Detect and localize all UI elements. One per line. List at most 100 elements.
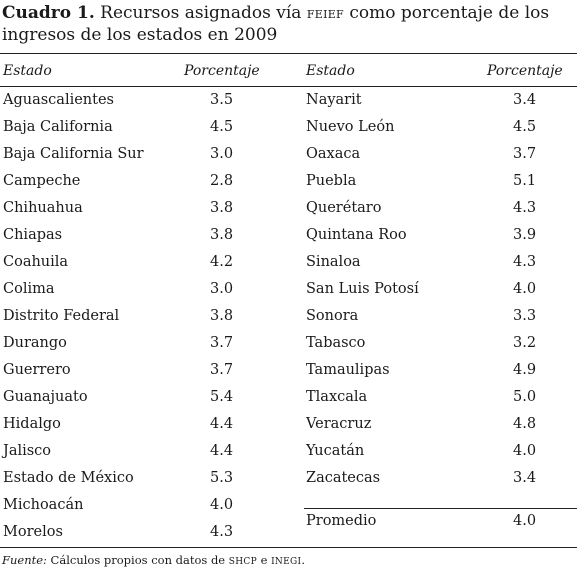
percent-value: 4.4 bbox=[210, 416, 234, 432]
percent-value: 3.5 bbox=[210, 92, 234, 108]
table-row: Baja California Sur 3.0 bbox=[3, 143, 293, 170]
percent-value: 4.8 bbox=[513, 416, 537, 432]
percent-value: 3.8 bbox=[210, 308, 234, 324]
percent-value: 3.4 bbox=[513, 92, 537, 108]
source-text-a: Cálculos propios con datos de bbox=[46, 553, 229, 567]
state-name: Tamaulipas bbox=[306, 362, 390, 378]
state-name: Querétaro bbox=[306, 200, 382, 216]
table-row: Zacatecas 3.4 bbox=[306, 467, 577, 494]
percent-value: 2.8 bbox=[210, 173, 234, 189]
percent-value: 4.4 bbox=[210, 443, 234, 459]
table-row: Sinaloa 4.3 bbox=[306, 251, 577, 278]
state-name: Chiapas bbox=[3, 227, 63, 243]
state-name: Tlaxcala bbox=[306, 389, 368, 405]
table-row: Chihuahua 3.8 bbox=[3, 197, 293, 224]
state-name: Baja California Sur bbox=[3, 146, 144, 162]
percent-value: 3.7 bbox=[513, 146, 537, 162]
state-name: Jalisco bbox=[3, 443, 52, 459]
caption-label: Cuadro 1. bbox=[2, 3, 95, 23]
state-name: Hidalgo bbox=[3, 416, 61, 432]
percent-value: 5.3 bbox=[210, 470, 234, 486]
table-row: Guerrero 3.7 bbox=[3, 359, 293, 386]
percent-value: 3.8 bbox=[210, 227, 234, 243]
state-name: Campeche bbox=[3, 173, 81, 189]
table-row: Guanajuato 5.4 bbox=[3, 386, 293, 413]
state-name: Chihuahua bbox=[3, 200, 83, 216]
percent-value: 3.7 bbox=[210, 335, 234, 351]
percent-value: 4.3 bbox=[513, 200, 537, 216]
state-name: Distrito Federal bbox=[3, 308, 120, 324]
table-row: Morelos 4.3 bbox=[3, 521, 293, 548]
table-row: Estado de México 5.3 bbox=[3, 467, 293, 494]
state-name: Morelos bbox=[3, 524, 63, 540]
percent-value: 4.3 bbox=[210, 524, 234, 540]
table-row: Sonora 3.3 bbox=[306, 305, 577, 332]
table-row: Baja California 4.5 bbox=[3, 116, 293, 143]
state-name: Zacatecas bbox=[306, 470, 381, 486]
state-name: Estado de México bbox=[3, 470, 134, 486]
state-name: Oaxaca bbox=[306, 146, 361, 162]
table-row: Chiapas 3.8 bbox=[3, 224, 293, 251]
state-name: Guanajuato bbox=[3, 389, 88, 405]
percent-value: 4.0 bbox=[210, 497, 234, 513]
state-name: Coahuila bbox=[3, 254, 69, 270]
average-value: 4.0 bbox=[513, 513, 537, 529]
table-row: Puebla 5.1 bbox=[306, 170, 577, 197]
source-text-c: . bbox=[301, 553, 305, 567]
header-percent-right: Porcentaje bbox=[487, 63, 563, 79]
state-name: Aguascalientes bbox=[3, 92, 114, 108]
percent-value: 3.0 bbox=[210, 281, 234, 297]
percent-value: 3.0 bbox=[210, 146, 234, 162]
percent-value: 5.0 bbox=[513, 389, 537, 405]
table-row: Oaxaca 3.7 bbox=[306, 143, 577, 170]
table-row: Durango 3.7 bbox=[3, 332, 293, 359]
top-rule bbox=[0, 53, 577, 54]
table-row: Yucatán 4.0 bbox=[306, 440, 577, 467]
table-row: Aguascalientes 3.5 bbox=[3, 89, 293, 116]
table-row: Distrito Federal 3.8 bbox=[3, 305, 293, 332]
table-row: Campeche 2.8 bbox=[3, 170, 293, 197]
bottom-rule bbox=[0, 547, 577, 548]
header-percent-left: Porcentaje bbox=[184, 63, 260, 79]
table-row: Nayarit 3.4 bbox=[306, 89, 577, 116]
average-label: Promedio bbox=[306, 513, 377, 529]
percent-value: 4.0 bbox=[513, 281, 537, 297]
state-name: Guerrero bbox=[3, 362, 71, 378]
state-name: Baja California bbox=[3, 119, 113, 135]
caption-text-b: como porcentaje de los ingresos de los e… bbox=[2, 3, 550, 45]
state-name: Durango bbox=[3, 335, 67, 351]
percent-value: 4.9 bbox=[513, 362, 537, 378]
percent-value: 4.0 bbox=[513, 443, 537, 459]
caption-acronym: FEIEF bbox=[306, 8, 344, 21]
table-row: Colima 3.0 bbox=[3, 278, 293, 305]
right-column: Nayarit 3.4 Nuevo León 4.5 Oaxaca 3.7 Puebla 5.… bbox=[306, 89, 577, 494]
left-column: Aguascalientes 3.5 Baja California 4.5 Baja … bbox=[3, 89, 293, 548]
table-row: Michoacán 4.0 bbox=[3, 494, 293, 521]
state-name: Veracruz bbox=[306, 416, 372, 432]
table-row: Veracruz 4.8 bbox=[306, 413, 577, 440]
header-state-left: Estado bbox=[3, 63, 52, 79]
state-name: Michoacán bbox=[3, 497, 84, 513]
state-name: Quintana Roo bbox=[306, 227, 407, 243]
state-name: Nayarit bbox=[306, 92, 362, 108]
percent-value: 3.7 bbox=[210, 362, 234, 378]
source-label: Fuente: bbox=[2, 553, 47, 567]
percent-value: 3.2 bbox=[513, 335, 537, 351]
state-name: Tabasco bbox=[306, 335, 366, 351]
header-state-right: Estado bbox=[306, 63, 355, 79]
source-note: Fuente: Cálculos propios con datos de SH… bbox=[2, 553, 305, 567]
table-row: Hidalgo 4.4 bbox=[3, 413, 293, 440]
table-row: Nuevo León 4.5 bbox=[306, 116, 577, 143]
table-row: Jalisco 4.4 bbox=[3, 440, 293, 467]
percent-value: 4.3 bbox=[513, 254, 537, 270]
table-row: Tlaxcala 5.0 bbox=[306, 386, 577, 413]
source-text-b: e bbox=[256, 553, 272, 567]
state-name: Nuevo León bbox=[306, 119, 395, 135]
table-row: Coahuila 4.2 bbox=[3, 251, 293, 278]
state-name: Puebla bbox=[306, 173, 357, 189]
percent-value: 5.4 bbox=[210, 389, 234, 405]
source-shcp: SHCP bbox=[228, 557, 257, 567]
state-name: Sonora bbox=[306, 308, 359, 324]
percent-value: 4.2 bbox=[210, 254, 234, 270]
percent-value: 4.5 bbox=[210, 119, 234, 135]
